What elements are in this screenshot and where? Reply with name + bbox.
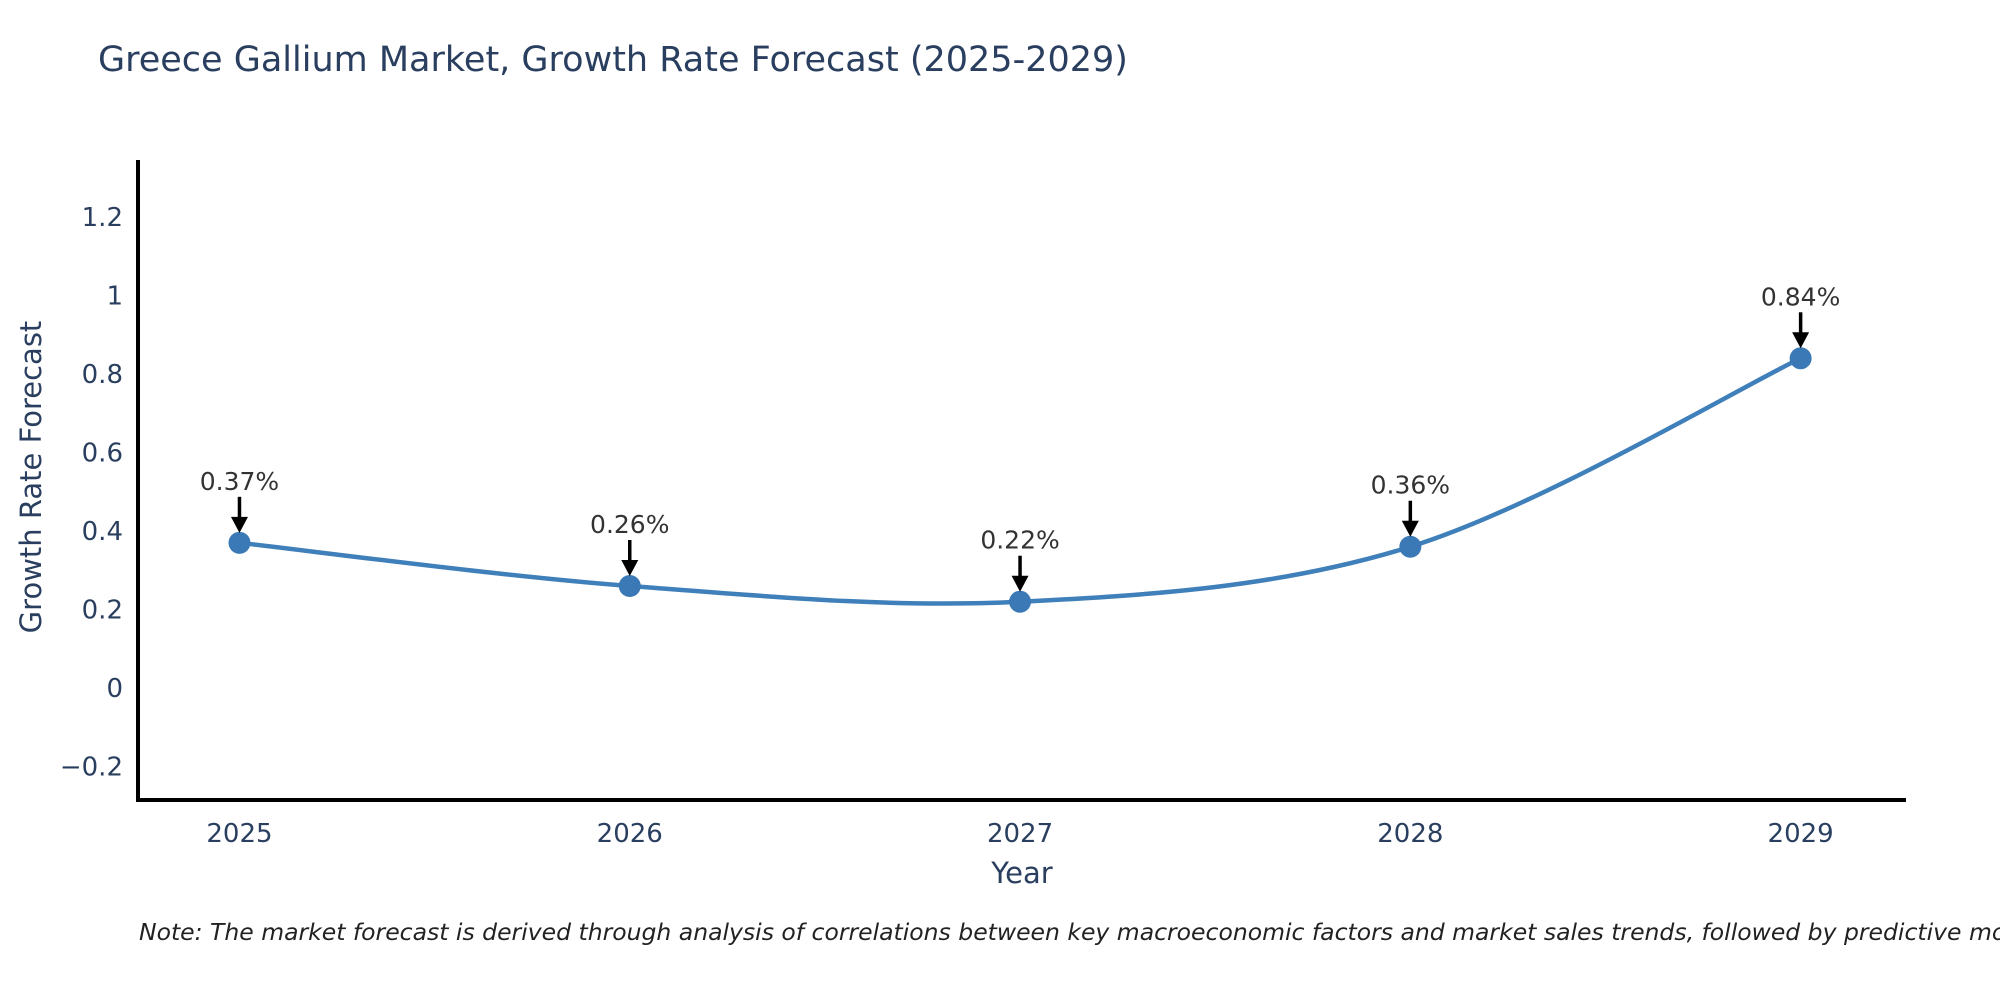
- y-tick-label: 0.6: [82, 439, 123, 469]
- x-tick-label: 2027: [987, 819, 1053, 849]
- x-tick-label: 2025: [206, 819, 272, 849]
- y-tick-label: 1: [106, 281, 123, 311]
- annotation-label: 0.84%: [1761, 282, 1840, 311]
- chart-title: Greece Gallium Market, Growth Rate Forec…: [98, 40, 1128, 80]
- data-point-marker: [618, 575, 641, 598]
- annotation-arrowhead: [230, 516, 248, 533]
- x-tick-label: 2028: [1377, 819, 1443, 849]
- y-tick-label: −0.2: [60, 753, 123, 783]
- x-axis-title: Year: [991, 856, 1053, 890]
- annotation-arrowhead: [1401, 520, 1419, 537]
- y-axis-title: Growth Rate Forecast: [14, 320, 48, 634]
- data-point-marker: [1789, 347, 1812, 370]
- footnote: Note: The market forecast is derived thr…: [139, 918, 2000, 946]
- y-tick-label: 0.4: [82, 517, 123, 547]
- x-tick-label: 2026: [597, 819, 663, 849]
- data-point-marker: [1399, 535, 1422, 558]
- data-point-marker: [1009, 590, 1032, 613]
- annotation-label: 0.36%: [1371, 471, 1450, 500]
- y-tick-label: 0.2: [82, 596, 123, 626]
- annotation-label: 0.26%: [590, 510, 669, 539]
- annotation-arrowhead: [1011, 575, 1029, 592]
- annotation-label: 0.37%: [200, 467, 279, 496]
- y-tick-label: 0.8: [82, 360, 123, 390]
- annotation-arrowhead: [1792, 332, 1810, 349]
- annotation-label: 0.22%: [980, 526, 1059, 555]
- annotation-arrowhead: [621, 560, 639, 577]
- y-tick-label: 1.2: [82, 203, 123, 233]
- x-tick-label: 2029: [1768, 819, 1834, 849]
- data-point-marker: [228, 531, 251, 554]
- y-tick-label: 0: [106, 674, 123, 704]
